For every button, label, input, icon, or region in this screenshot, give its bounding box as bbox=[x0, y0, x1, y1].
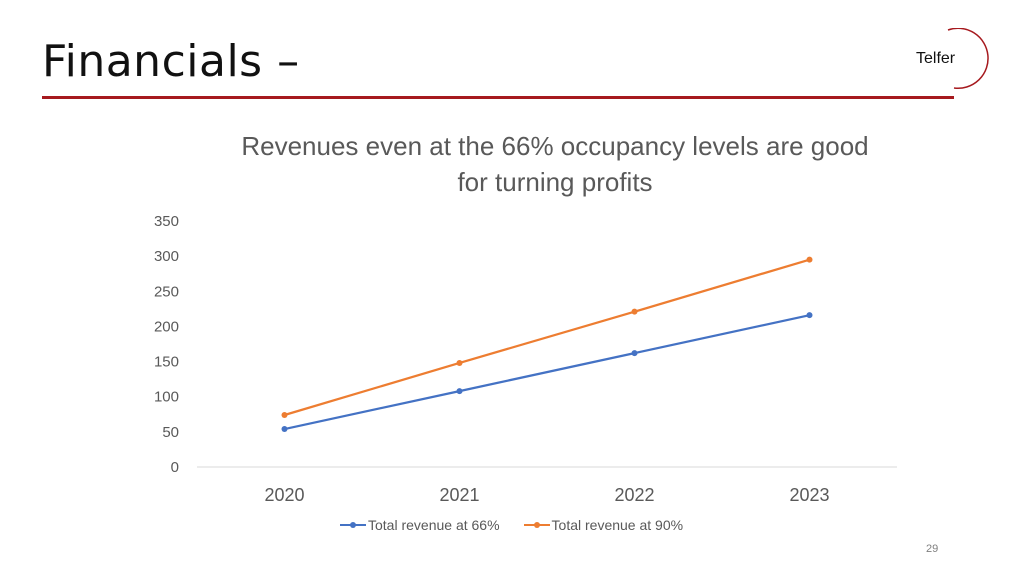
legend-item-66: Total revenue at 66% bbox=[340, 517, 500, 533]
page-number: 29 bbox=[926, 543, 939, 555]
chart-title: Revenues even at the 66% occupancy level… bbox=[241, 131, 869, 197]
y-tick-label: 350 bbox=[154, 213, 179, 230]
legend-label-90: Total revenue at 90% bbox=[551, 517, 684, 533]
x-tick-label: 2023 bbox=[789, 485, 829, 505]
y-tick-label: 50 bbox=[162, 424, 179, 441]
data-point-66 bbox=[806, 312, 813, 319]
data-point-90 bbox=[631, 308, 638, 315]
legend-item-90: Total revenue at 90% bbox=[523, 517, 684, 533]
y-tick-label: 300 bbox=[154, 248, 179, 265]
y-tick-label: 0 bbox=[171, 459, 179, 476]
series-line-90 bbox=[284, 258, 810, 417]
x-tick-label: 2020 bbox=[264, 485, 304, 505]
data-point-66 bbox=[456, 388, 463, 395]
telfer-logo-icon bbox=[947, 28, 989, 90]
data-point-90 bbox=[456, 359, 463, 366]
data-point-90 bbox=[806, 256, 813, 263]
legend-marker-66-icon bbox=[340, 522, 366, 528]
data-point-66 bbox=[631, 350, 638, 357]
legend-label-66: Total revenue at 66% bbox=[368, 517, 500, 533]
slide-title: Financials – bbox=[42, 36, 300, 87]
title-underline bbox=[42, 96, 954, 99]
x-tick-label: 2021 bbox=[439, 485, 479, 505]
legend-marker-90-icon bbox=[523, 522, 550, 528]
y-tick-label: 200 bbox=[154, 318, 179, 335]
y-tick-label: 250 bbox=[154, 283, 179, 300]
series-line-66 bbox=[284, 314, 810, 431]
chart-legend: Total revenue at 66% Total revenue at 90… bbox=[340, 517, 683, 533]
data-point-66 bbox=[281, 426, 288, 433]
y-tick-label: 100 bbox=[154, 389, 179, 406]
data-point-90 bbox=[281, 411, 288, 418]
x-tick-label: 2022 bbox=[614, 485, 654, 505]
y-tick-label: 150 bbox=[154, 354, 179, 371]
logo-text: Telfer bbox=[916, 50, 956, 67]
